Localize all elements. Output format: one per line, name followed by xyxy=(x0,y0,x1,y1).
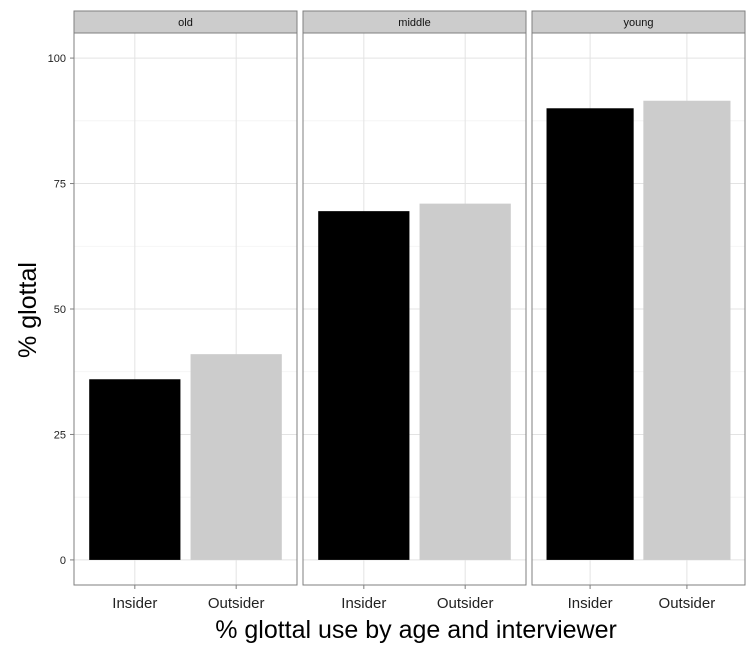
bar-young-outsider xyxy=(643,100,731,560)
x-tick-label: Insider xyxy=(112,595,157,612)
facet-middle: middle Insider Outsider xyxy=(302,10,527,612)
bar-old-outsider xyxy=(190,354,282,560)
y-tick-label: 75 xyxy=(54,179,66,191)
x-axis-title: % glottal use by age and interviewer xyxy=(215,616,617,644)
y-axis-title: % glottal xyxy=(14,262,42,358)
y-tick-label: 50 xyxy=(54,304,66,316)
bar-young-insider xyxy=(546,108,634,560)
bar-middle-outsider xyxy=(419,203,511,560)
facet-young: young Insider Outsider xyxy=(531,10,746,612)
facet-strip-label: middle xyxy=(398,17,430,29)
x-tick-label: Insider xyxy=(568,595,613,612)
facet-old: old Insider Outsider xyxy=(73,10,298,612)
x-tick-label: Outsider xyxy=(208,595,265,612)
panel-border xyxy=(302,32,527,586)
x-tick-label: Outsider xyxy=(437,595,494,612)
y-tick-label: 100 xyxy=(48,53,66,65)
x-tick-label: Outsider xyxy=(659,595,716,612)
bar-old-insider xyxy=(89,379,181,560)
y-axis: 0 25 50 75 100 xyxy=(48,53,74,567)
facet-strip-label: young xyxy=(624,17,654,29)
y-tick-label: 25 xyxy=(54,429,66,441)
facet-strip-label: old xyxy=(178,17,193,29)
panel-border xyxy=(531,32,746,586)
bar-middle-insider xyxy=(318,211,410,560)
y-tick-label: 0 xyxy=(60,555,66,567)
x-tick-label: Insider xyxy=(341,595,386,612)
